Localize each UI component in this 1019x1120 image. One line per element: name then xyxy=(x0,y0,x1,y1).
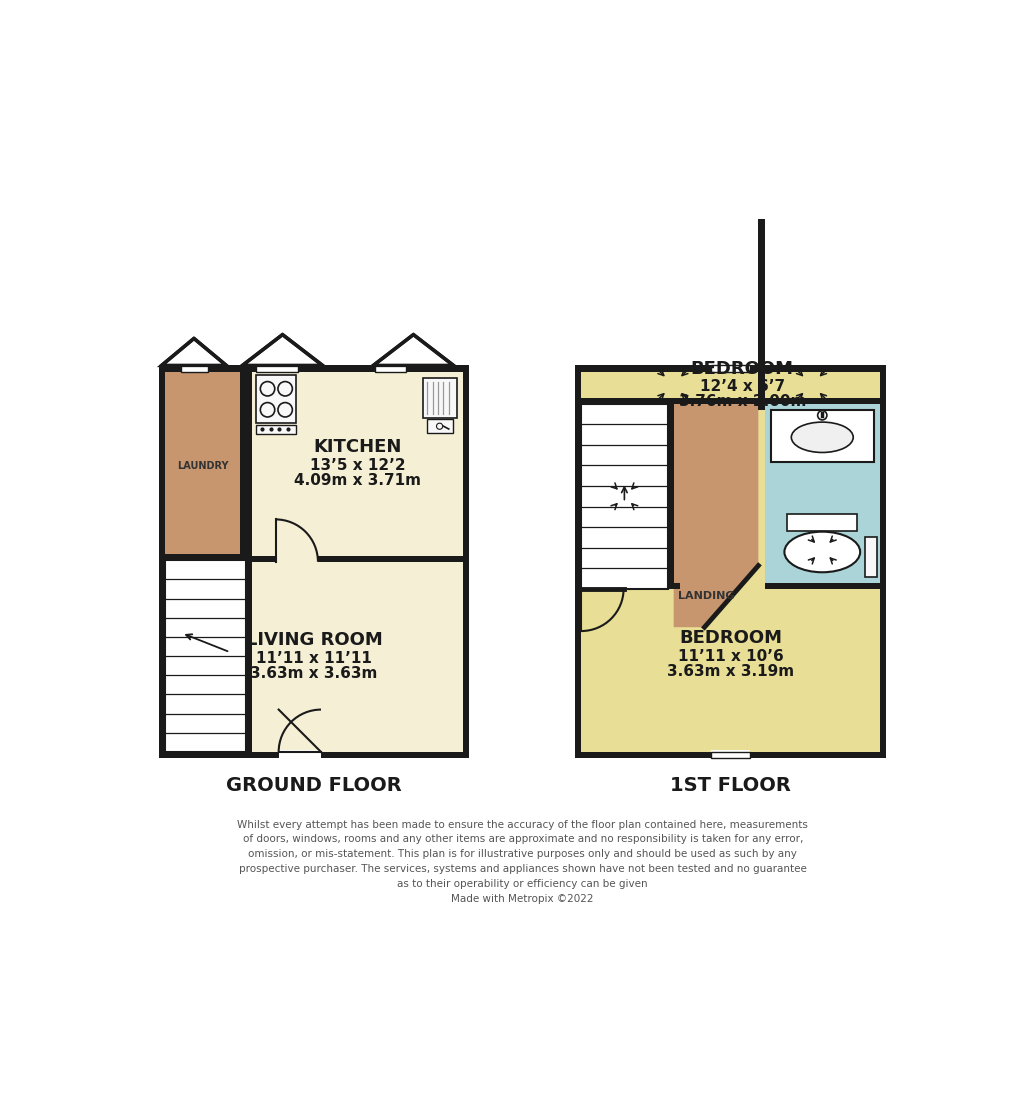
Bar xyxy=(165,560,246,752)
Bar xyxy=(864,538,876,577)
Text: 1ST FLOOR: 1ST FLOOR xyxy=(669,775,791,794)
Bar xyxy=(165,554,246,560)
Bar xyxy=(165,372,463,752)
Bar xyxy=(879,365,886,758)
Bar xyxy=(575,365,581,758)
Bar xyxy=(710,364,749,373)
Bar xyxy=(159,365,165,758)
Bar xyxy=(422,377,457,418)
Bar xyxy=(581,404,666,589)
Bar xyxy=(256,375,297,423)
Bar xyxy=(256,424,297,433)
Bar xyxy=(770,410,873,463)
Bar xyxy=(575,365,886,372)
Text: BEDROOM: BEDROOM xyxy=(679,629,782,647)
Bar xyxy=(246,372,253,752)
Bar xyxy=(673,582,679,589)
Text: KITCHEN: KITCHEN xyxy=(313,438,401,456)
Ellipse shape xyxy=(784,532,859,572)
Polygon shape xyxy=(373,335,453,365)
Text: 11’11 x 11’11: 11’11 x 11’11 xyxy=(256,651,372,666)
Text: 3.76m x 2.00m: 3.76m x 2.00m xyxy=(678,394,805,409)
Bar xyxy=(758,220,764,410)
Bar xyxy=(575,752,886,758)
Bar xyxy=(159,752,469,758)
Polygon shape xyxy=(161,338,226,365)
Bar xyxy=(764,582,879,589)
Bar xyxy=(581,372,879,752)
Text: 3.63m x 3.19m: 3.63m x 3.19m xyxy=(666,664,794,680)
Bar xyxy=(253,556,275,562)
Bar xyxy=(787,514,857,531)
Bar xyxy=(710,365,749,372)
Bar xyxy=(180,365,208,372)
Polygon shape xyxy=(673,404,758,627)
Ellipse shape xyxy=(791,422,853,452)
Bar xyxy=(581,398,879,404)
Text: LANDING: LANDING xyxy=(677,591,734,601)
Text: 13’5 x 12’2: 13’5 x 12’2 xyxy=(310,458,405,473)
Text: 12’4 x 6’7: 12’4 x 6’7 xyxy=(699,379,784,394)
Bar xyxy=(787,514,857,531)
Text: 11’11 x 10’6: 11’11 x 10’6 xyxy=(677,648,783,664)
Text: 3.63m x 3.63m: 3.63m x 3.63m xyxy=(250,666,377,681)
Text: GROUND FLOOR: GROUND FLOOR xyxy=(226,775,401,794)
Bar xyxy=(165,372,239,560)
Bar xyxy=(375,364,406,373)
Bar xyxy=(256,364,298,373)
Bar xyxy=(764,404,879,589)
Bar xyxy=(318,556,463,562)
Bar xyxy=(256,365,298,372)
Polygon shape xyxy=(243,335,322,365)
Bar xyxy=(426,419,452,433)
Bar xyxy=(710,750,749,759)
Bar xyxy=(180,364,208,373)
Text: Whilst every attempt has been made to ensure the accuracy of the floor plan cont: Whilst every attempt has been made to en… xyxy=(237,820,807,904)
Bar xyxy=(256,375,297,423)
Bar xyxy=(666,404,673,589)
Bar xyxy=(256,424,297,433)
Bar xyxy=(278,750,321,759)
Bar xyxy=(426,419,452,433)
Bar xyxy=(239,372,246,560)
Bar xyxy=(159,365,469,372)
Bar xyxy=(770,410,873,463)
Bar xyxy=(581,404,666,589)
Text: LAUNDRY: LAUNDRY xyxy=(177,461,228,470)
Bar xyxy=(422,377,457,418)
Text: 4.09m x 3.71m: 4.09m x 3.71m xyxy=(293,473,421,488)
Bar xyxy=(375,365,406,372)
Bar xyxy=(165,560,246,752)
Bar xyxy=(710,752,749,758)
Text: LIVING ROOM: LIVING ROOM xyxy=(246,631,382,648)
Bar xyxy=(463,365,469,758)
Bar xyxy=(864,538,876,577)
Text: BEDROOM: BEDROOM xyxy=(690,361,793,379)
